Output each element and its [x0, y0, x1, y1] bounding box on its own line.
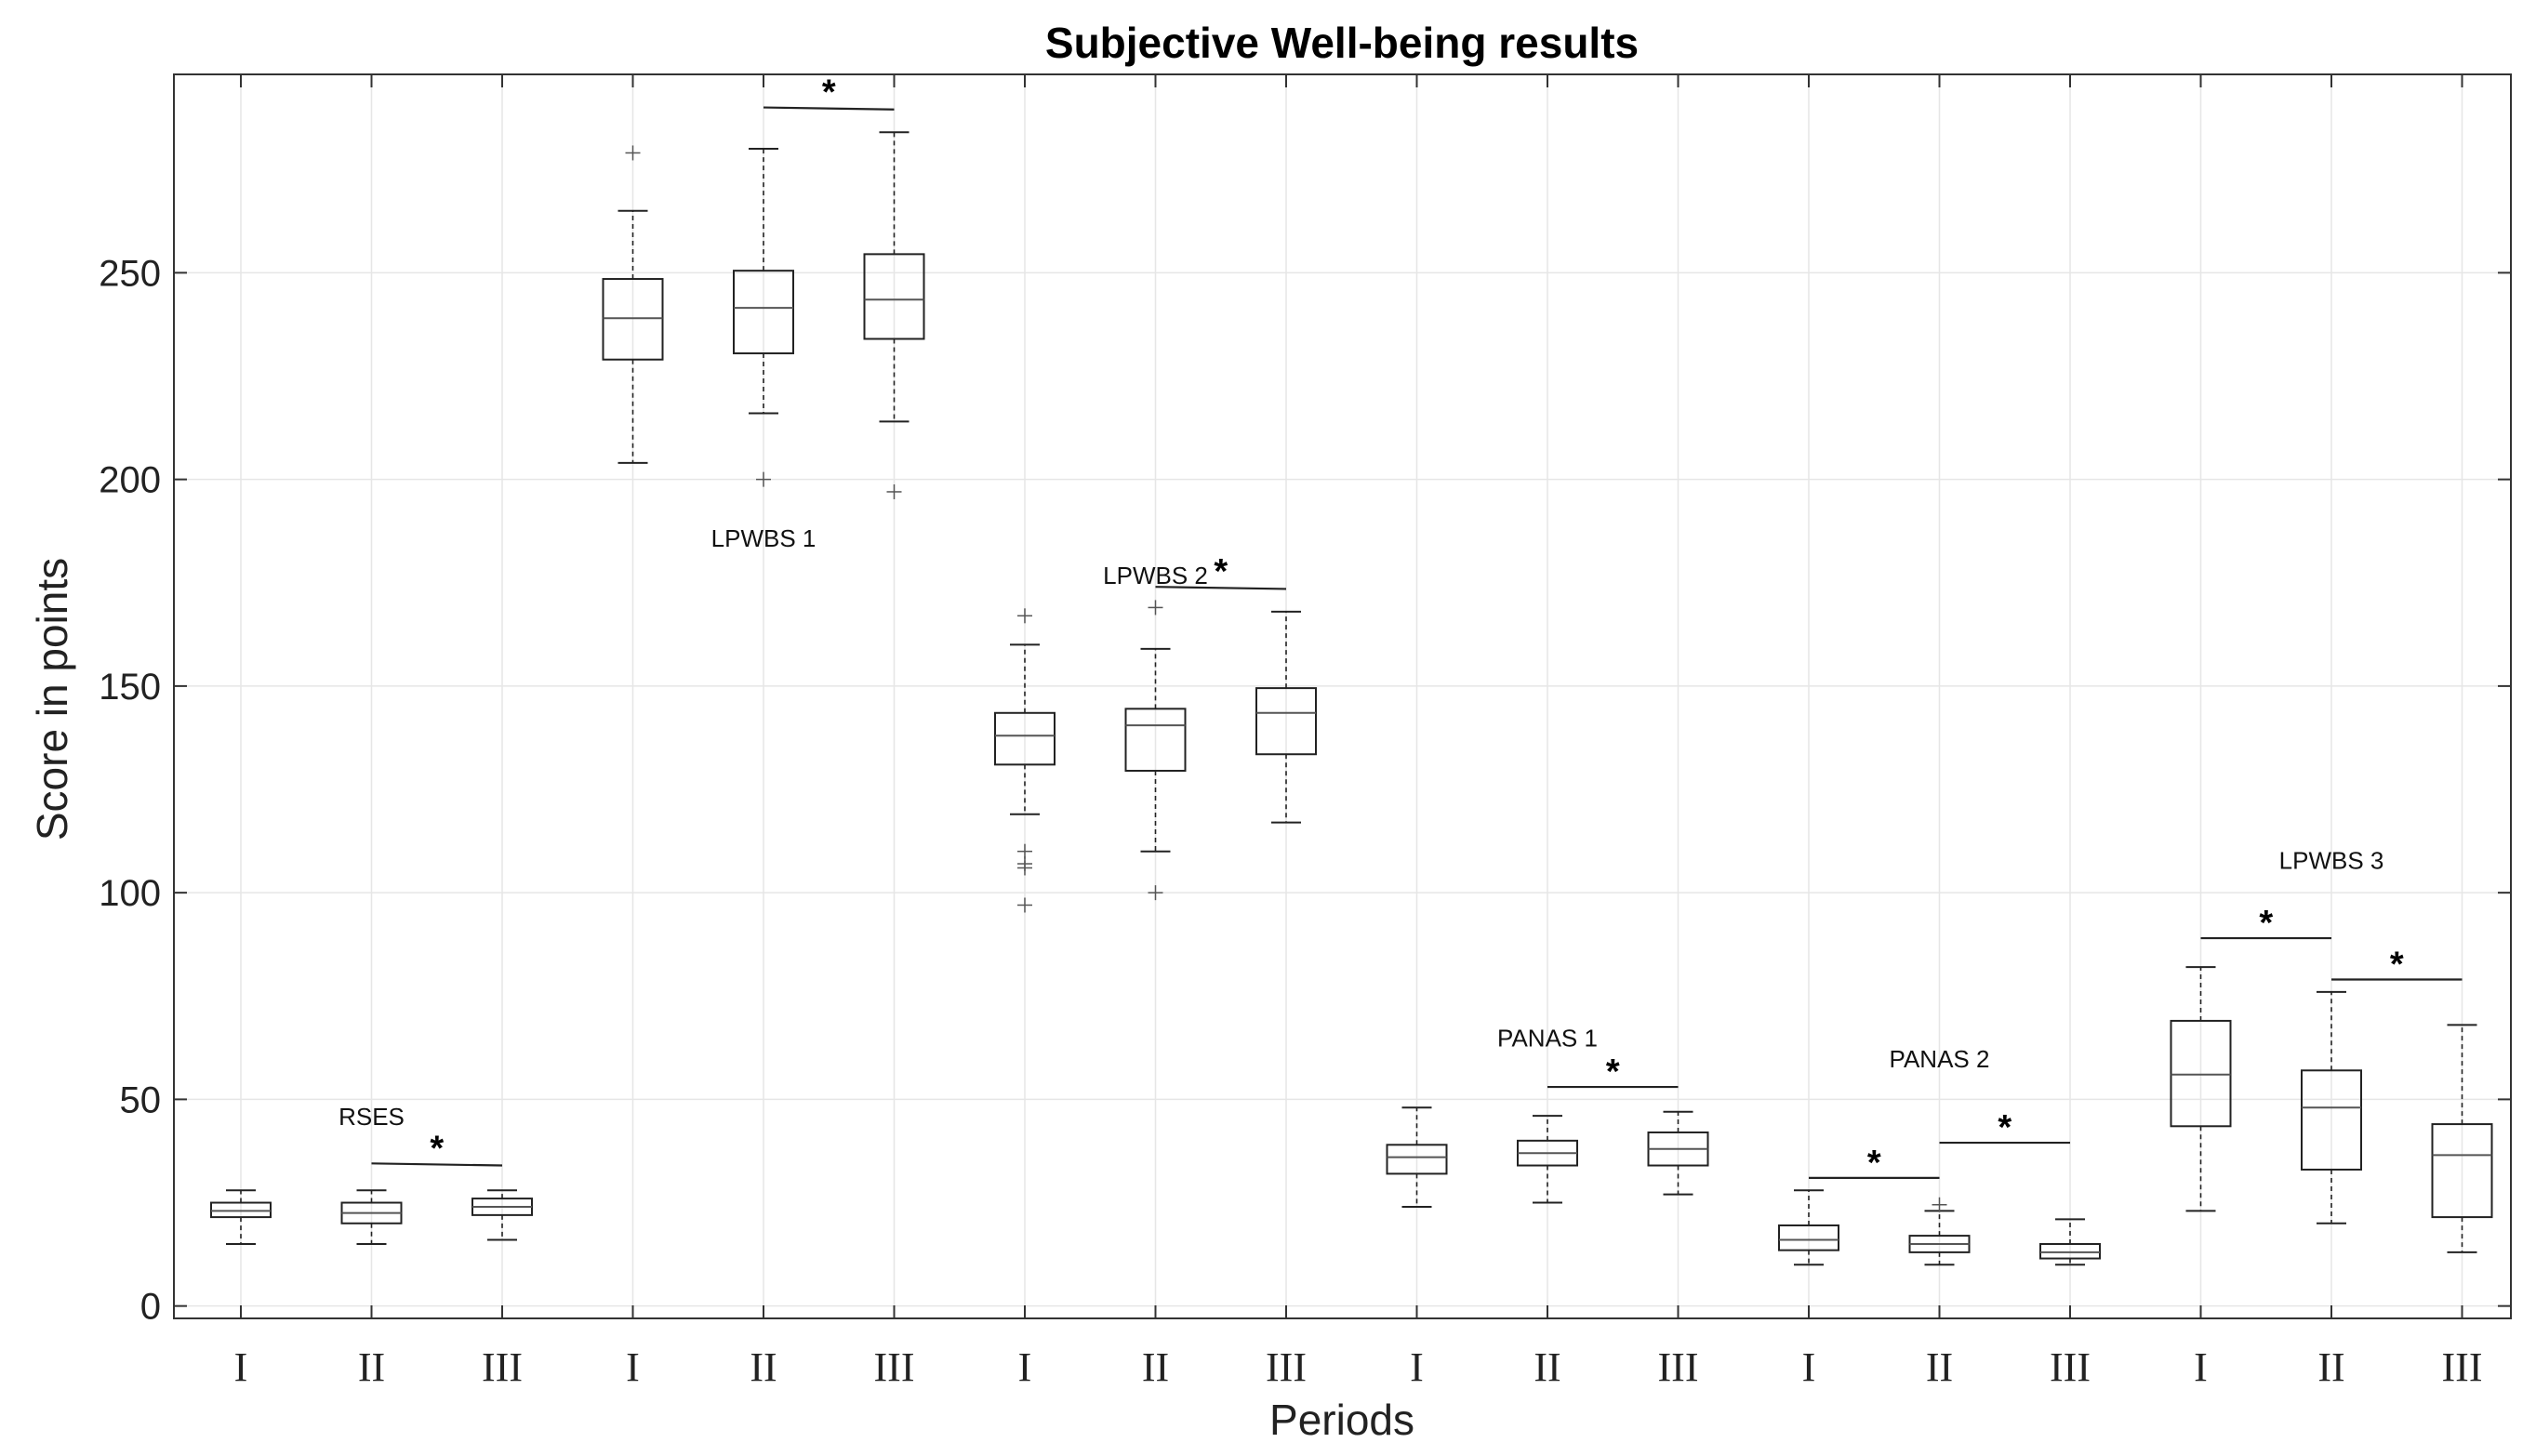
box-12 — [1647, 1110, 1709, 1196]
x-tick-label: III — [1266, 1344, 1307, 1390]
significance-star: * — [430, 1129, 444, 1168]
significance-bracket: * — [371, 1129, 503, 1168]
group-label: LPWBS 2 — [1103, 562, 1208, 589]
x-tick-label: I — [1802, 1344, 1816, 1390]
x-axis-label: Periods — [1269, 1396, 1414, 1444]
box-14 — [1908, 1197, 1971, 1266]
outlier-marker — [1148, 600, 1163, 615]
x-tick-label: I — [2194, 1344, 2208, 1390]
x-tick-label: III — [2442, 1344, 2483, 1390]
y-tick-label: 100 — [99, 873, 161, 914]
outlier-marker — [1017, 860, 1032, 876]
box-11 — [1517, 1115, 1578, 1204]
significance-bracket: * — [1547, 1052, 1679, 1092]
significance-bracket: * — [2331, 945, 2463, 984]
x-tick-label: III — [482, 1344, 523, 1390]
chart-title: Subjective Well-being results — [1045, 19, 1639, 67]
significance-line — [371, 1162, 503, 1167]
outlier-marker — [756, 471, 771, 487]
y-tick-label: 200 — [99, 460, 161, 501]
box-5 — [733, 148, 794, 487]
x-tick-label: I — [1018, 1344, 1032, 1390]
box-iqr — [1778, 1224, 1839, 1251]
box-13 — [1778, 1189, 1839, 1266]
box-9 — [1255, 610, 1317, 824]
significance-star: * — [1214, 552, 1228, 591]
group-label: LPWBS 1 — [711, 524, 817, 552]
box-iqr — [1255, 687, 1317, 756]
x-tick-label: II — [1534, 1344, 1560, 1390]
x-tick-label: II — [358, 1344, 385, 1390]
x-tick-label: II — [1142, 1344, 1169, 1390]
outlier-marker — [1017, 897, 1032, 913]
box-17 — [2301, 990, 2362, 1224]
significance-bracket: * — [2200, 904, 2331, 943]
x-tick-label: III — [1658, 1344, 1699, 1390]
significance-star: * — [2390, 945, 2404, 984]
x-tick-label: III — [874, 1344, 915, 1390]
significance-star: * — [822, 73, 836, 113]
x-tick-label: I — [234, 1344, 248, 1390]
x-tick-label: III — [2050, 1344, 2091, 1390]
group-label: PANAS 1 — [1497, 1025, 1598, 1052]
group-label: RSES — [339, 1103, 405, 1131]
box-iqr — [1124, 708, 1187, 773]
significance-star: * — [1867, 1144, 1881, 1183]
plot-frame — [173, 73, 2512, 1319]
y-axis-label: Score in points — [28, 558, 76, 841]
outlier-marker — [886, 483, 902, 499]
significance-bracket: * — [1809, 1144, 1940, 1183]
x-tick-label: II — [1926, 1344, 1953, 1390]
significance-line — [1155, 586, 1287, 590]
x-tick-label: I — [1410, 1344, 1424, 1390]
box-2 — [340, 1189, 403, 1245]
outlier-marker — [1017, 843, 1032, 859]
outlier-marker — [1932, 1197, 1947, 1212]
box-4 — [602, 145, 664, 464]
box-iqr — [733, 270, 794, 355]
data-layer: RSES LPWBS 1 LPWBS 2 PANAS 1 PANAS 2 LPWBS 3 *… — [210, 73, 2493, 1266]
box-iqr — [994, 711, 1056, 766]
box-1 — [210, 1189, 272, 1245]
significance-star: * — [2259, 904, 2273, 943]
significance-bracket: * — [1939, 1108, 2070, 1147]
box-18 — [2431, 1024, 2493, 1253]
box-3 — [471, 1189, 533, 1241]
box-iqr — [1386, 1144, 1448, 1175]
x-tick-label: I — [626, 1344, 640, 1390]
box-10 — [1386, 1106, 1448, 1208]
box-iqr — [210, 1201, 272, 1219]
outlier-marker — [625, 145, 641, 161]
significance-line — [763, 106, 895, 111]
significance-bracket: * — [763, 73, 895, 113]
x-tick-label: II — [2317, 1344, 2344, 1390]
y-tick-label: 50 — [120, 1079, 162, 1120]
grid-layer — [174, 74, 2511, 1318]
box-6 — [863, 131, 925, 499]
group-label: LPWBS 3 — [2279, 847, 2384, 875]
outlier-marker — [1017, 608, 1032, 624]
box-iqr — [602, 278, 664, 361]
box-7 — [994, 608, 1056, 913]
box-iqr — [2039, 1242, 2101, 1260]
box-15 — [2039, 1218, 2101, 1266]
significance-star: * — [1606, 1052, 1620, 1092]
y-tick-label: 0 — [140, 1287, 161, 1328]
x-tick-label: II — [750, 1344, 777, 1390]
y-tick-label: 150 — [99, 667, 161, 708]
significance-star: * — [1998, 1108, 2012, 1147]
box-iqr — [863, 253, 925, 340]
box-8 — [1124, 600, 1187, 901]
y-tick-label: 250 — [99, 253, 161, 294]
box-iqr — [2431, 1123, 2493, 1219]
box-16 — [2170, 966, 2232, 1212]
box-iqr — [2170, 1019, 2232, 1128]
box-iqr — [2301, 1069, 2362, 1171]
group-label: PANAS 2 — [1890, 1045, 1990, 1073]
significance-bracket: * — [1155, 552, 1287, 591]
outlier-marker — [1148, 885, 1163, 901]
